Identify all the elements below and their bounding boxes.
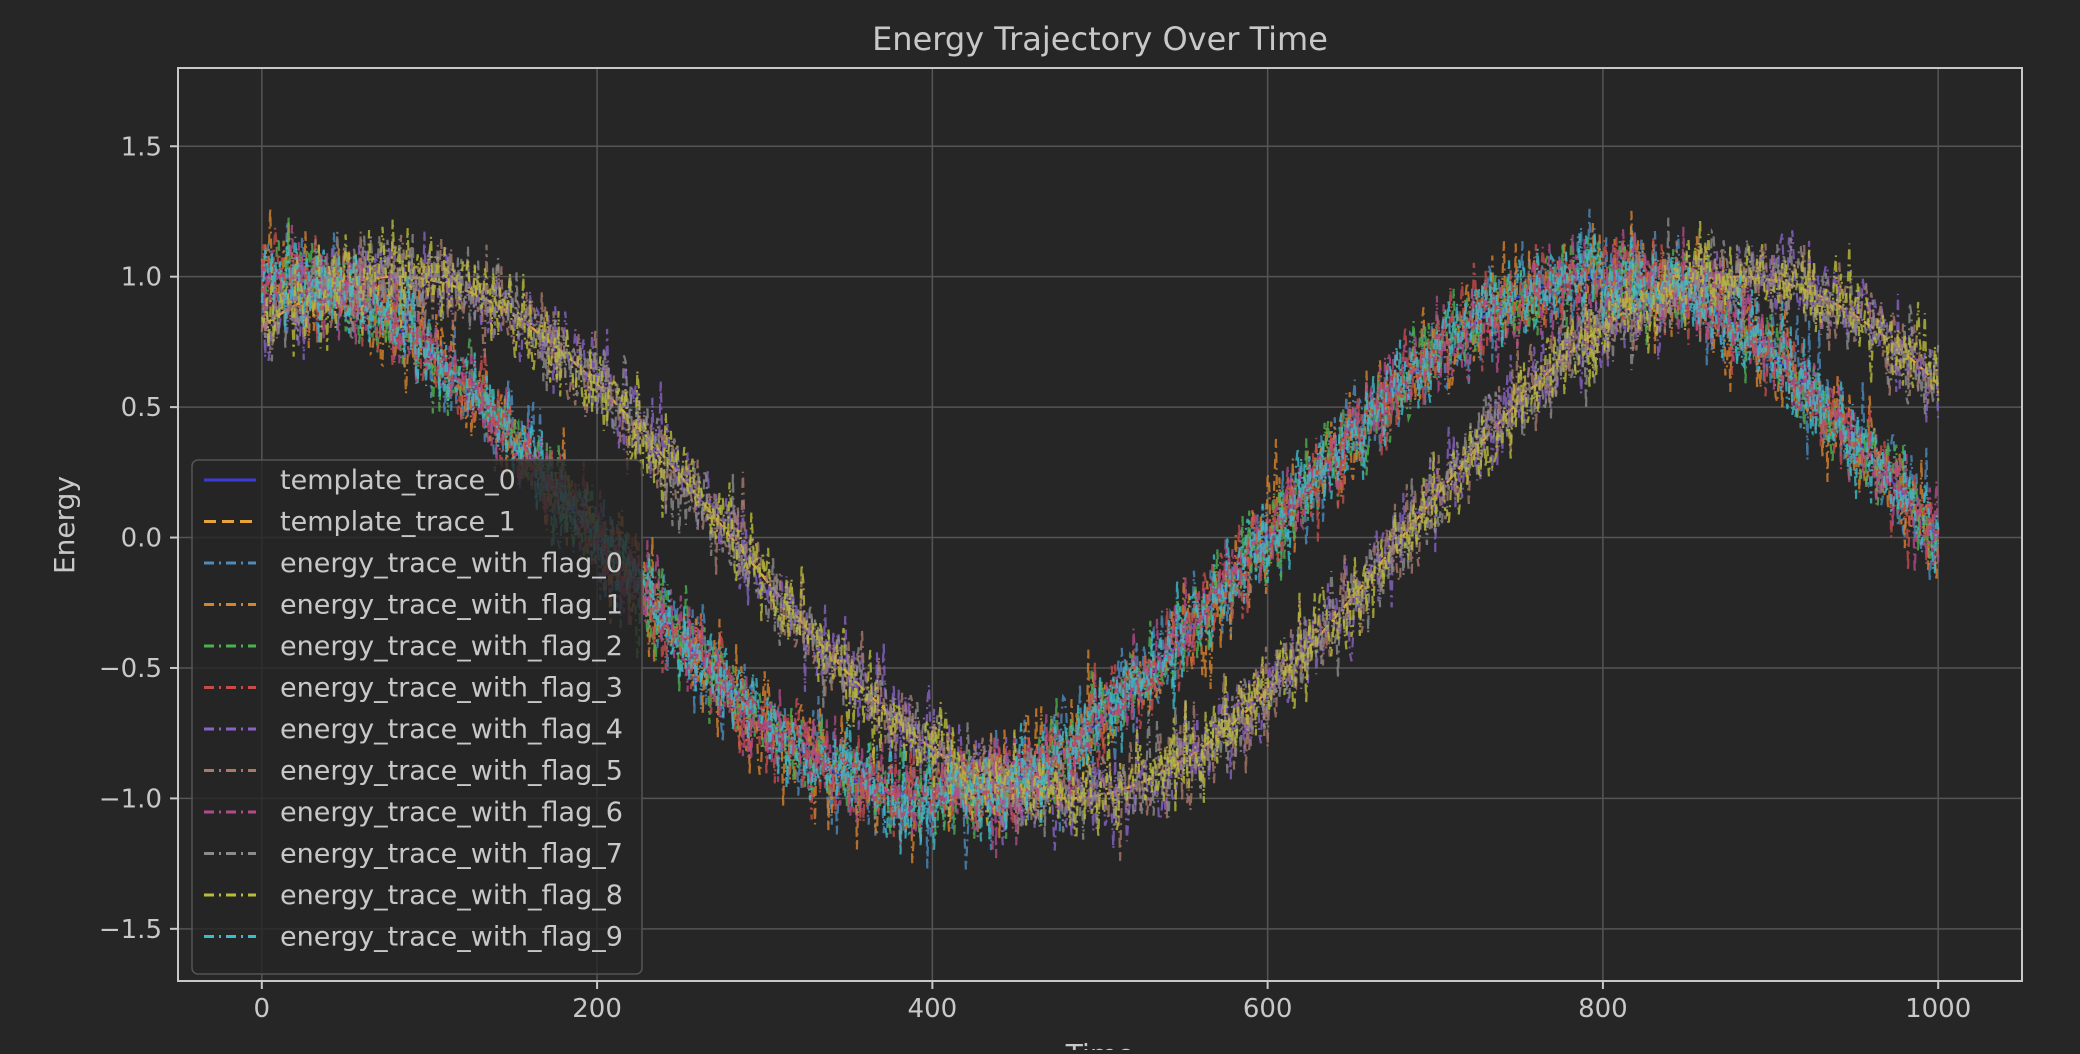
y-tick-label: −0.5 xyxy=(99,654,162,684)
legend: template_trace_0 template_trace_1 energy_t… xyxy=(191,459,643,975)
legend-label: energy_trace_with_flag_1 xyxy=(280,590,623,621)
legend-label: energy_trace_with_flag_4 xyxy=(280,714,623,745)
y-tick-label: 0.5 xyxy=(121,393,162,423)
legend-label: template_trace_1 xyxy=(280,507,516,538)
x-tick-label: 600 xyxy=(1243,994,1293,1024)
legend-label: energy_trace_with_flag_0 xyxy=(280,548,623,579)
y-tick-label: −1.0 xyxy=(99,784,162,814)
legend-label: energy_trace_with_flag_9 xyxy=(280,922,623,953)
y-tick-label: −1.5 xyxy=(99,915,162,945)
series-line-energy-trace-with-flag-8 xyxy=(260,218,1940,838)
legend-label: energy_trace_with_flag_2 xyxy=(280,631,623,662)
x-axis-label: Time xyxy=(1065,1038,1135,1050)
legend-label: energy_trace_with_flag_6 xyxy=(280,797,623,828)
series-line-energy-trace-with-flag-5 xyxy=(260,231,1940,861)
legend-label: energy_trace_with_flag_5 xyxy=(280,756,623,787)
series-line-template-trace-1 xyxy=(261,275,1940,800)
x-tick-label: 400 xyxy=(908,994,958,1024)
y-tick-label: 1.0 xyxy=(121,263,162,293)
legend-label: energy_trace_with_flag_3 xyxy=(280,673,623,704)
series-line-energy-trace-with-flag-6 xyxy=(260,224,1940,859)
y-axis-label: Energy xyxy=(48,476,81,574)
legend-box xyxy=(191,459,643,975)
chart-title: Energy Trajectory Over Time xyxy=(872,20,1328,58)
legend-label: energy_trace_with_flag_7 xyxy=(280,839,623,870)
y-tick-label: 0.0 xyxy=(121,524,162,554)
x-tick-label: 1000 xyxy=(1905,994,1971,1024)
x-tick-label: 200 xyxy=(572,994,622,1024)
axes-frame xyxy=(177,67,2023,982)
y-tick-label: 1.5 xyxy=(121,132,162,162)
series-line-energy-trace-with-flag-9 xyxy=(260,231,1940,855)
legend-label: energy_trace_with_flag_8 xyxy=(280,880,623,911)
ticks: 0 200 400 600 800 1000 1.5 1.0 0.5 0.0 −0.5 −1.0 −1.… xyxy=(99,132,1971,1024)
legend-label: template_trace_0 xyxy=(280,465,516,496)
x-tick-label: 0 xyxy=(254,994,271,1024)
x-tick-label: 800 xyxy=(1578,994,1628,1024)
series-line-energy-trace-with-flag-7 xyxy=(260,217,1940,840)
